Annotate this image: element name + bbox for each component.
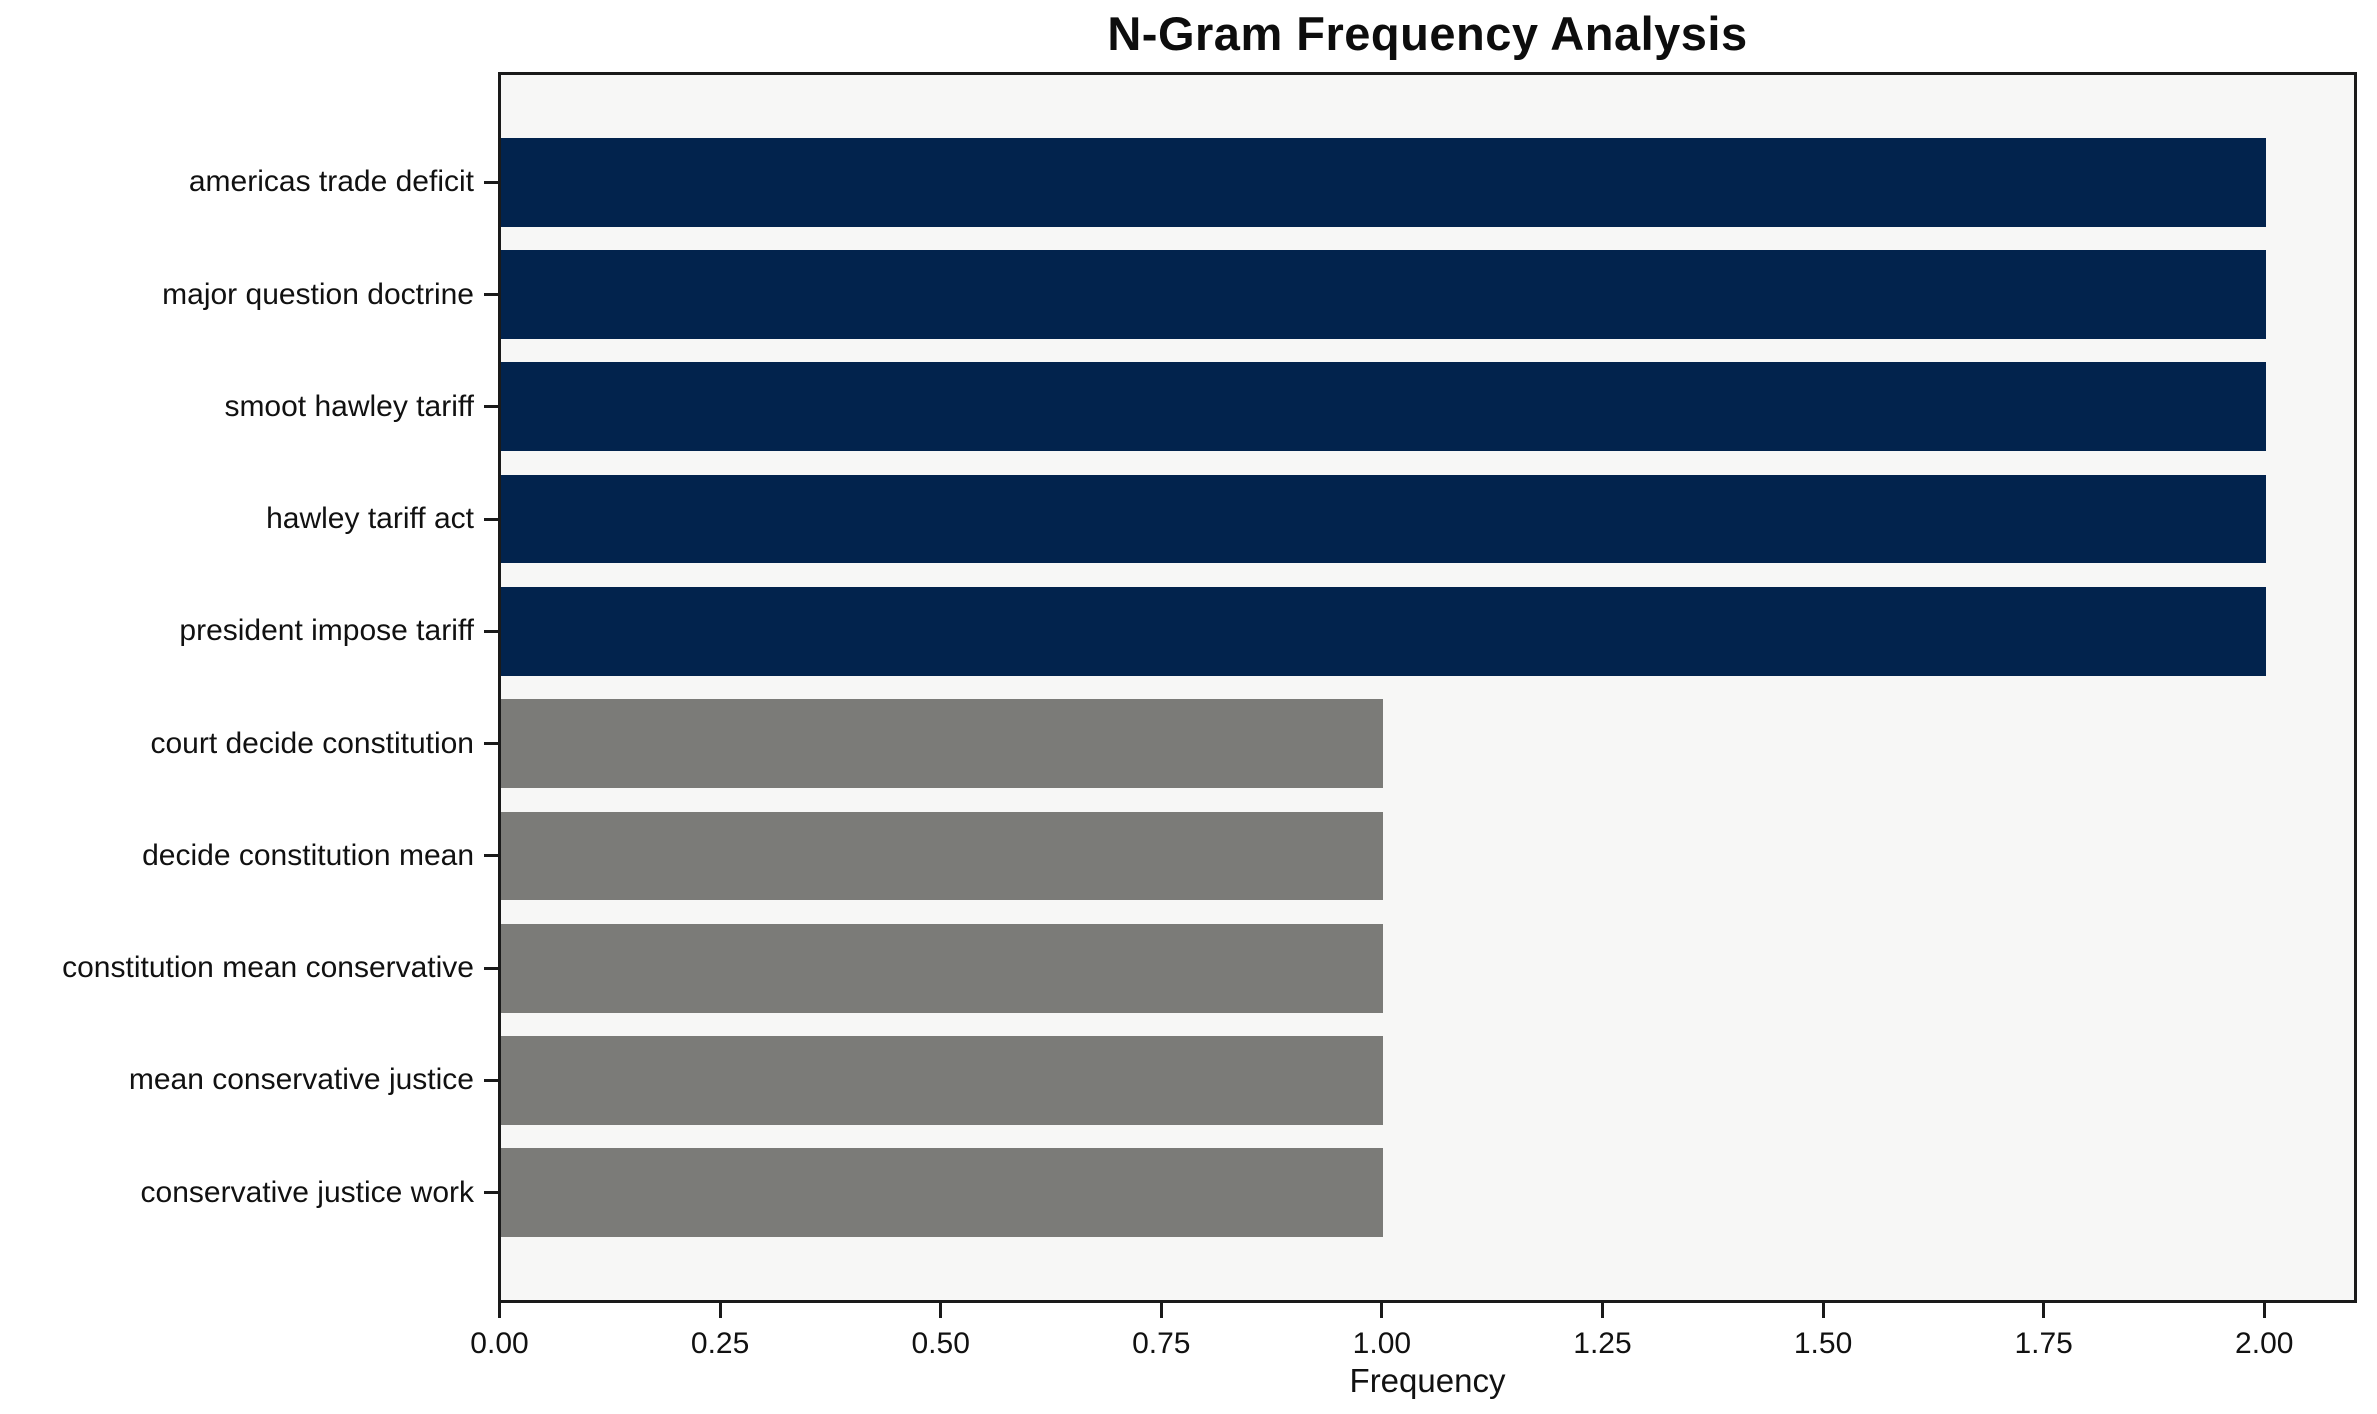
x-tick-label: 0.25: [690, 1327, 750, 1360]
x-tick-label: 1.25: [1573, 1327, 1632, 1360]
x-tick-label: 1.75: [2014, 1327, 2073, 1360]
x-axis-label: Frequency: [1349, 1362, 1506, 1399]
x-tick-label: 0.00: [470, 1327, 529, 1360]
y-axis-label: major question doctrine: [162, 277, 474, 311]
y-axis-label: president impose tariff: [179, 614, 474, 648]
plot-area: [498, 72, 2357, 1303]
x-tick-label: 0.75: [1132, 1327, 1191, 1360]
bar: [501, 1148, 1384, 1238]
bar: [501, 923, 1384, 1013]
y-axis-label: constitution mean conservative: [62, 951, 474, 985]
bar: [501, 1036, 1384, 1125]
x-tick-mark: [1380, 1303, 1384, 1318]
chart-title: N-Gram Frequency Analysis: [1107, 7, 1748, 60]
bar: [501, 474, 2266, 564]
x-tick-mark: [2262, 1303, 2266, 1318]
y-axis-label: conservative justice work: [140, 1175, 474, 1209]
bar: [501, 250, 2266, 339]
x-tick-mark: [939, 1303, 943, 1318]
x-tick-mark: [1821, 1303, 1825, 1318]
x-tick-label: 0.50: [911, 1327, 970, 1360]
y-tick-mark: [484, 293, 498, 297]
y-axis-label: americas trade deficit: [188, 165, 474, 199]
y-tick-mark: [484, 629, 498, 633]
y-tick-mark: [484, 180, 498, 184]
bar: [501, 699, 1384, 788]
bar: [501, 811, 1384, 901]
bar: [501, 362, 2266, 452]
bar: [501, 587, 2266, 676]
x-tick-mark: [1159, 1303, 1163, 1318]
y-axis-label: court decide constitution: [150, 726, 474, 760]
y-axis-label: hawley tariff act: [266, 502, 474, 536]
x-tick-mark: [498, 1303, 501, 1318]
y-tick-mark: [484, 742, 498, 746]
y-tick-mark: [484, 966, 498, 970]
x-tick-mark: [2042, 1303, 2046, 1318]
y-tick-mark: [484, 517, 498, 521]
x-tick-mark: [718, 1303, 722, 1318]
y-axis-label: decide constitution mean: [142, 838, 474, 872]
x-tick-label: 1.00: [1352, 1327, 1412, 1360]
x-tick-label: 2.00: [2235, 1327, 2294, 1360]
y-tick-mark: [484, 1191, 498, 1195]
y-tick-mark: [484, 405, 498, 409]
y-tick-mark: [484, 854, 498, 858]
x-tick-mark: [1600, 1303, 1604, 1318]
y-axis-label: mean conservative justice: [128, 1063, 474, 1097]
y-tick-mark: [484, 1078, 498, 1082]
y-axis-label: smoot hawley tariff: [224, 389, 474, 423]
bar: [501, 137, 2266, 227]
x-tick-label: 1.50: [1793, 1327, 1853, 1360]
